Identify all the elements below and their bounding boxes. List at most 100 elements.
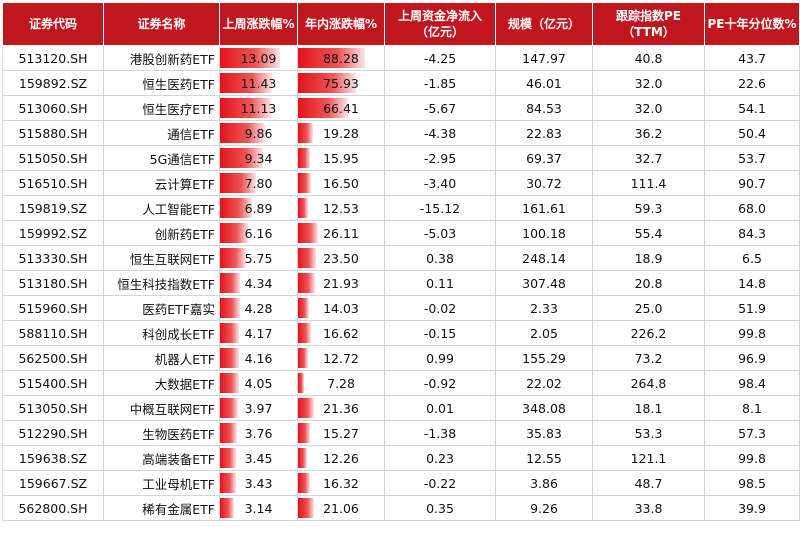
code-cell: 515880.SH xyxy=(2,120,104,146)
table-row: 515880.SH 通信ETF 9.86 19.28 -4.38 22.83 36.2 50.… xyxy=(2,120,800,146)
ytd-change-value: 75.93 xyxy=(323,75,359,91)
week-change-cell: 4.28 xyxy=(219,295,298,321)
table-row: 159992.SZ 创新药ETF 6.16 26.11 -5.03 100.18 55.4 8… xyxy=(2,220,800,246)
etf-table: 证券代码 证券名称 上周涨跌幅% 年内涨跌幅% 上周资金净流入 （亿元） 规模（… xyxy=(2,2,800,521)
ytd-change-cell: 19.28 xyxy=(297,120,385,146)
net-inflow-cell: -5.67 xyxy=(384,95,496,121)
name-cell: 云计算ETF xyxy=(103,170,220,196)
size-cell: 161.61 xyxy=(495,195,593,221)
header-row: 证券代码 证券名称 上周涨跌幅% 年内涨跌幅% 上周资金净流入 （亿元） 规模（… xyxy=(2,2,800,46)
ytd-change-value: 16.62 xyxy=(323,325,359,341)
code-cell: 513120.SH xyxy=(2,45,104,71)
week-change-cell: 3.45 xyxy=(219,445,298,471)
week-change-bar xyxy=(220,323,240,343)
size-cell: 3.86 xyxy=(495,470,593,496)
week-change-bar xyxy=(220,173,256,193)
header-net-inflow: 上周资金净流入 （亿元） xyxy=(384,2,496,46)
week-change-cell: 4.34 xyxy=(219,270,298,296)
net-inflow-cell: 0.11 xyxy=(384,270,496,296)
pe-cell: 73.2 xyxy=(592,345,705,371)
pe-percentile-cell: 39.9 xyxy=(704,495,800,521)
week-change-value: 3.14 xyxy=(244,500,273,516)
size-cell: 147.97 xyxy=(495,45,593,71)
pe-cell: 226.2 xyxy=(592,320,705,346)
ytd-change-bar xyxy=(298,298,309,318)
header-name: 证券名称 xyxy=(103,2,220,46)
name-cell: 恒生科技指数ETF xyxy=(103,270,220,296)
pe-percentile-cell: 98.4 xyxy=(704,370,800,396)
code-cell: 159667.SZ xyxy=(2,470,104,496)
week-change-value: 5.75 xyxy=(244,250,273,266)
ytd-change-cell: 75.93 xyxy=(297,70,385,96)
table-row: 512290.SH 生物医药ETF 3.76 15.27 -1.38 35.83 53.3 5… xyxy=(2,420,800,446)
ytd-change-value: 16.32 xyxy=(323,475,359,491)
code-cell: 513330.SH xyxy=(2,245,104,271)
net-inflow-cell: -15.12 xyxy=(384,195,496,221)
ytd-change-cell: 26.11 xyxy=(297,220,385,246)
pe-cell: 53.3 xyxy=(592,420,705,446)
size-cell: 22.83 xyxy=(495,120,593,146)
week-change-cell: 4.16 xyxy=(219,345,298,371)
week-change-bar xyxy=(220,223,249,243)
week-change-value: 3.43 xyxy=(244,475,273,491)
pe-percentile-cell: 98.5 xyxy=(704,470,800,496)
net-inflow-cell: -0.22 xyxy=(384,470,496,496)
size-cell: 30.72 xyxy=(495,170,593,196)
size-cell: 2.05 xyxy=(495,320,593,346)
size-cell: 307.48 xyxy=(495,270,593,296)
ytd-change-bar xyxy=(298,148,311,168)
code-cell: 159638.SZ xyxy=(2,445,104,471)
ytd-change-cell: 21.36 xyxy=(297,395,385,421)
net-inflow-cell: -1.38 xyxy=(384,420,496,446)
ytd-change-bar xyxy=(298,273,315,293)
week-change-bar xyxy=(220,73,273,93)
code-cell: 513180.SH xyxy=(2,270,104,296)
header-ytd-change: 年内涨跌幅% xyxy=(297,2,385,46)
week-change-value: 7.80 xyxy=(244,175,273,191)
ytd-change-cell: 88.28 xyxy=(297,45,385,71)
ytd-change-cell: 12.53 xyxy=(297,195,385,221)
code-cell: 159819.SZ xyxy=(2,195,104,221)
size-cell: 2.33 xyxy=(495,295,593,321)
ytd-change-cell: 14.03 xyxy=(297,295,385,321)
net-inflow-cell: -4.25 xyxy=(384,45,496,71)
pe-cell: 25.0 xyxy=(592,295,705,321)
ytd-change-bar xyxy=(298,248,316,268)
name-cell: 科创成长ETF xyxy=(103,320,220,346)
pe-cell: 32.0 xyxy=(592,70,705,96)
week-change-value: 3.97 xyxy=(244,400,273,416)
ytd-change-bar xyxy=(298,98,349,118)
week-change-value: 4.16 xyxy=(244,350,273,366)
week-change-bar xyxy=(220,198,252,218)
table-row: 516510.SH 云计算ETF 7.80 16.50 -3.40 30.72 111.4 9… xyxy=(2,170,800,196)
name-cell: 医药ETF嘉实 xyxy=(103,295,220,321)
net-inflow-cell: -4.38 xyxy=(384,120,496,146)
ytd-change-value: 66.41 xyxy=(323,100,359,116)
pe-percentile-cell: 14.8 xyxy=(704,270,800,296)
table-body: 513120.SH 港股创新药ETF 13.09 88.28 -4.25 147.97 40… xyxy=(2,45,800,521)
week-change-bar xyxy=(220,148,263,168)
code-cell: 515960.SH xyxy=(2,295,104,321)
pe-percentile-cell: 43.7 xyxy=(704,45,800,71)
week-change-value: 11.13 xyxy=(240,100,277,116)
pe-cell: 55.4 xyxy=(592,220,705,246)
pe-cell: 121.1 xyxy=(592,445,705,471)
header-week-change: 上周涨跌幅% xyxy=(219,2,298,46)
week-change-value: 9.34 xyxy=(244,150,273,166)
size-cell: 248.14 xyxy=(495,245,593,271)
ytd-change-bar xyxy=(298,73,356,93)
code-cell: 562500.SH xyxy=(2,345,104,371)
name-cell: 恒生互联网ETF xyxy=(103,245,220,271)
name-cell: 人工智能ETF xyxy=(103,195,220,221)
week-change-value: 4.05 xyxy=(244,375,273,391)
week-change-value: 11.43 xyxy=(240,75,277,91)
pe-cell: 32.7 xyxy=(592,145,705,171)
week-change-value: 6.89 xyxy=(244,200,273,216)
code-cell: 159892.SZ xyxy=(2,70,104,96)
ytd-change-value: 16.50 xyxy=(323,175,359,191)
ytd-change-value: 12.26 xyxy=(323,450,359,466)
week-change-bar xyxy=(220,398,239,418)
pe-percentile-cell: 6.5 xyxy=(704,245,800,271)
name-cell: 生物医药ETF xyxy=(103,420,220,446)
ytd-change-value: 26.11 xyxy=(323,225,359,241)
